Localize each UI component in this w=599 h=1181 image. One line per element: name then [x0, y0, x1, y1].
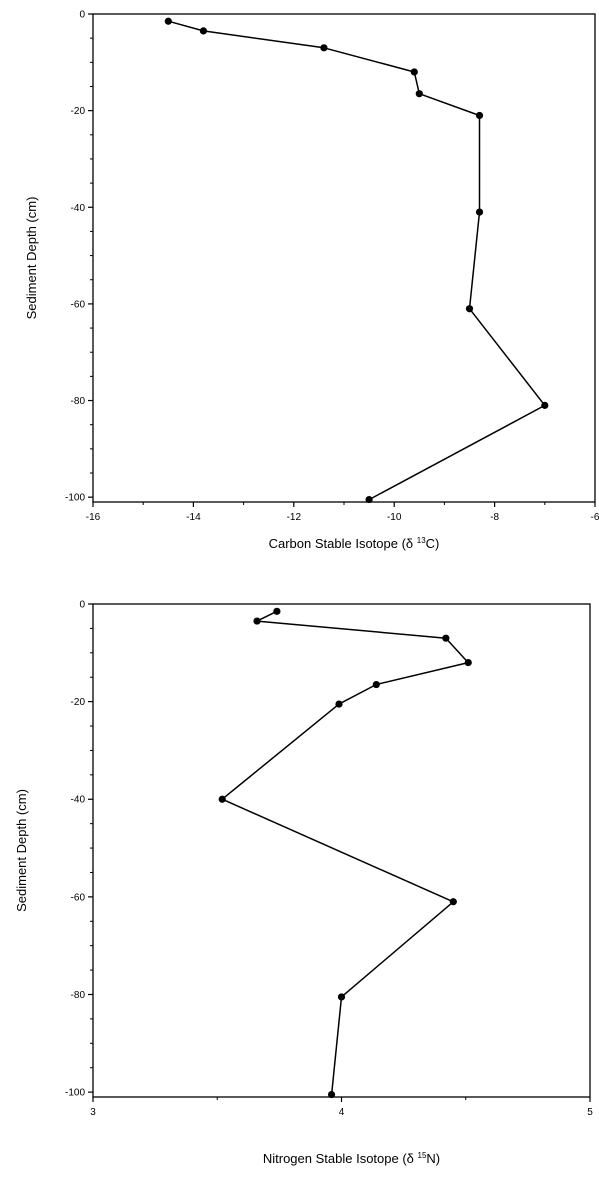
x-tick-label: -14	[186, 512, 201, 523]
x-axis-title-prefix: Carbon Stable Isotope (δ	[269, 536, 417, 551]
data-point	[475, 111, 484, 120]
plot-frame	[92, 13, 596, 503]
y-tick-label: -80	[71, 396, 86, 407]
y-tick-label: -40	[71, 795, 86, 806]
x-axis-title-superscript: 15	[418, 1151, 427, 1160]
data-point	[365, 495, 373, 504]
x-tick-label: -6	[591, 512, 599, 523]
x-axis-title-superscript: 13	[417, 536, 426, 545]
data-point	[465, 305, 474, 313]
y-tick-label: -100	[65, 1088, 85, 1099]
x-tick-label: -8	[490, 512, 499, 523]
data-point	[335, 700, 343, 708]
carbon-isotope-chart: 0 -20 -40 -60 -80 -100-16 -14 -12 -10 -8 -6 Carbon …	[24, 10, 599, 552]
data-point	[327, 1090, 336, 1099]
y-axis-title: Sedimen‍t Depth (cm)	[24, 197, 39, 320]
data-point	[475, 208, 484, 216]
y-tick-label: -20	[71, 697, 86, 708]
data-point	[320, 44, 328, 52]
x-tick-label: -10	[387, 512, 402, 523]
y-tick-label: -80	[71, 990, 86, 1001]
y-tick-label: -60	[71, 892, 86, 903]
y-tick-label: -40	[71, 203, 86, 214]
x-axis-title-suffix: N)	[426, 1151, 440, 1166]
data-point	[164, 17, 172, 25]
x-axis-title-prefix: Nitrogen Stable Isotope (δ	[263, 1151, 418, 1166]
data-point	[410, 68, 418, 76]
nitrogen-isotope-chart: 0 -20 -40 -60 -80 -100 3 4 5 Nitrogen Stable Isot…	[14, 600, 593, 1167]
series-line	[221, 610, 469, 1095]
y-tick-label: -100	[65, 493, 85, 504]
data-point	[337, 993, 346, 1001]
data-point	[372, 680, 380, 689]
data-point	[464, 658, 472, 667]
y-tick-label: 0	[79, 10, 85, 21]
data-point	[449, 898, 457, 906]
y-tick-label: -20	[71, 106, 86, 117]
y-tick-label: 0	[79, 600, 85, 611]
x-axis-title: Nitrogen Stable Isotope (δ 15N)	[263, 1151, 440, 1166]
data-point	[541, 401, 549, 409]
x-tick-label: 5	[587, 1107, 593, 1118]
y-axis-title: Sediment Depth (cm)	[14, 789, 29, 912]
data-point	[415, 90, 423, 98]
x-tick-label: 4	[339, 1107, 345, 1118]
plot-frame	[92, 603, 591, 1098]
data-point	[442, 634, 450, 642]
data-point	[273, 607, 281, 615]
x-tick-label: 3	[90, 1107, 96, 1118]
x-tick-label: -16	[86, 512, 101, 523]
x-axis-title-suffix: C)	[426, 536, 440, 551]
y-tick-label: -60	[71, 299, 86, 310]
data-point	[218, 795, 226, 803]
x-axis-title: Carbon Stable Isotope (δ 13C)	[269, 536, 440, 551]
series-line	[168, 20, 546, 501]
data-point	[199, 27, 208, 35]
x-tick-label: -12	[287, 512, 302, 523]
data-point	[253, 617, 261, 625]
